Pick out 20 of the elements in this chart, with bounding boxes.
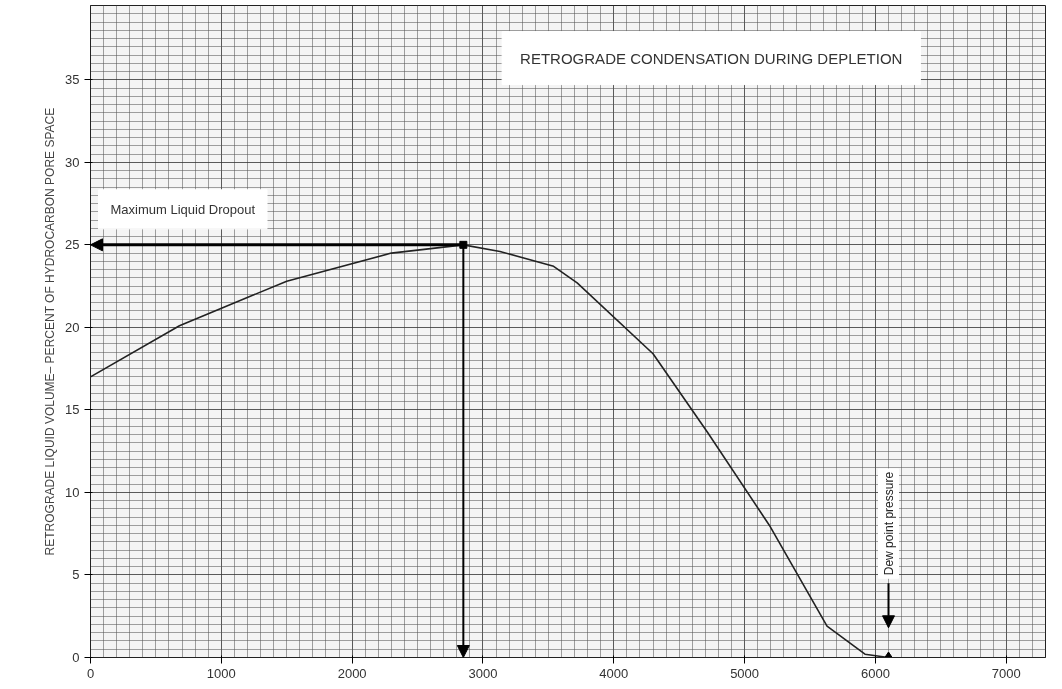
- x-tick-label: 0: [86, 665, 95, 681]
- x-tick-label: 2000: [337, 665, 367, 681]
- x-tick-label: 7000: [991, 665, 1021, 681]
- x-tick-label: 3000: [468, 665, 498, 681]
- y-tick-label: 15: [65, 402, 80, 418]
- x-tick-label: 5000: [730, 665, 760, 681]
- x-tick-label: 1000: [206, 665, 236, 681]
- x-tick-label: 4000: [599, 665, 629, 681]
- y-axis-title: RETROGRADE LIQUID VOLUME– PERCENT OF HYDROCARBON PORE SPACE: [43, 107, 58, 556]
- annotation: Maximum Liquid Dropout: [110, 201, 256, 217]
- y-tick-label: 0: [72, 650, 80, 665]
- annotation: Dew point pressure: [881, 471, 896, 576]
- y-tick-label: 25: [65, 237, 80, 253]
- text: RETROGRADE CONDENSATION DURING DEPLETION: [520, 49, 903, 67]
- y-tick-label: 10: [65, 484, 80, 500]
- x-tick-label: 6000: [860, 665, 890, 681]
- y-tick-label: 30: [65, 154, 80, 170]
- y-tick-label: 35: [65, 72, 80, 88]
- y-tick-label: 5: [72, 567, 80, 583]
- y-tick-label: 20: [65, 319, 80, 335]
